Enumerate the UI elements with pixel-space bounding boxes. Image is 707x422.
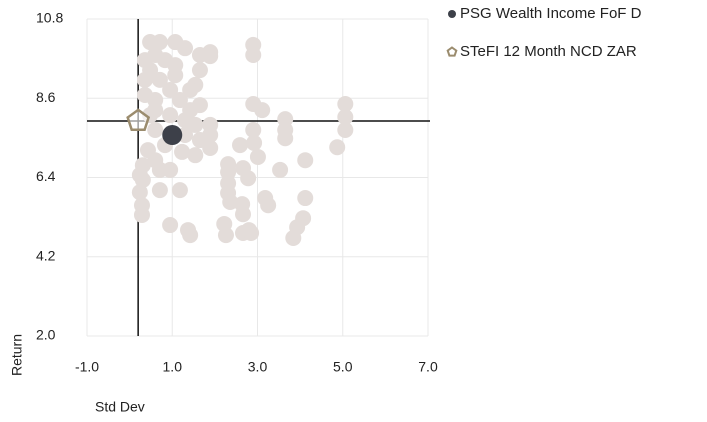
x-tick-label: 7.0 [418, 359, 438, 375]
point [285, 230, 302, 247]
x-axis-label: Std Dev [95, 399, 145, 415]
point [202, 116, 219, 133]
point [249, 148, 266, 165]
point [187, 147, 204, 164]
y-tick-label: 2.0 [36, 327, 56, 343]
point [257, 190, 274, 207]
point [162, 107, 179, 124]
point [337, 108, 354, 125]
point [272, 161, 289, 178]
point [162, 161, 179, 178]
point [191, 132, 208, 149]
point [232, 137, 249, 154]
point [245, 121, 262, 138]
legend-marker [446, 46, 458, 57]
point [254, 102, 271, 119]
legend-label: PSG Wealth Income FoF D [460, 5, 642, 22]
point [297, 190, 314, 207]
point [182, 227, 199, 244]
point [133, 206, 150, 223]
x-tick-label: -1.0 [75, 359, 99, 375]
point [162, 81, 179, 98]
point [337, 96, 354, 113]
y-tick-label: 6.4 [36, 168, 56, 184]
point [147, 121, 164, 138]
y-tick-label: 4.2 [36, 247, 56, 263]
y-tick-label: 8.6 [36, 89, 56, 105]
x-tick-label: 3.0 [248, 359, 268, 375]
point [246, 134, 263, 151]
point [131, 166, 148, 183]
x-tick-label: 5.0 [333, 359, 353, 375]
point [220, 164, 237, 181]
point [126, 108, 151, 132]
point [235, 206, 252, 223]
point [245, 36, 262, 53]
point [240, 222, 257, 239]
point [240, 170, 257, 187]
point [171, 182, 188, 199]
point [191, 62, 208, 79]
point [297, 152, 314, 169]
point [329, 139, 346, 156]
point [162, 124, 183, 145]
legend-label: STeFI 12 Month NCD ZAR [460, 43, 637, 60]
point [151, 182, 168, 199]
point [182, 81, 199, 98]
point [174, 143, 191, 160]
point [151, 34, 168, 51]
y-axis-label: Return [9, 334, 25, 376]
y-tick-label: 10.8 [36, 10, 63, 26]
point [151, 71, 168, 88]
point [131, 184, 148, 201]
point [191, 47, 208, 64]
point [136, 71, 153, 88]
point [191, 97, 208, 114]
point [337, 121, 354, 138]
point [139, 142, 156, 159]
point [222, 193, 239, 210]
point [217, 227, 234, 244]
legend-marker [448, 10, 456, 18]
point [171, 92, 188, 109]
point [277, 130, 294, 147]
point [167, 67, 184, 84]
x-tick-label: 1.0 [163, 359, 183, 375]
point [147, 102, 164, 119]
point [162, 217, 179, 234]
point [187, 116, 204, 133]
point [136, 52, 153, 69]
point [177, 40, 194, 57]
